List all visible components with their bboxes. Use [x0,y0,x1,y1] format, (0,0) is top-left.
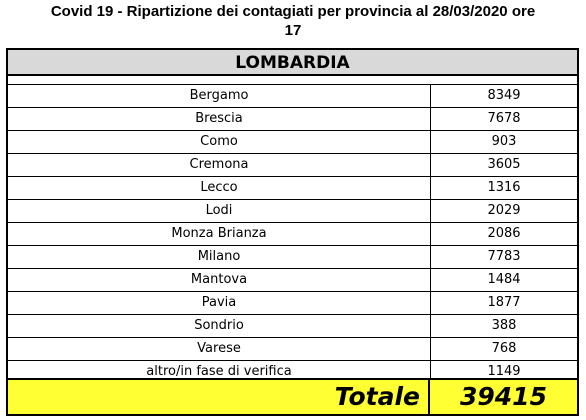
page-title: Covid 19 - Ripartizione dei contagiati p… [0,2,586,40]
table-row: Como 903 [8,130,577,154]
table-row: Varese 768 [8,337,577,361]
province-value: 3605 [430,153,577,177]
province-value: 388 [430,314,577,338]
region-header: LOMBARDIA [8,50,577,76]
province-value: 7678 [430,107,577,131]
province-name: Varese [8,337,431,361]
province-value: 1877 [430,291,577,315]
province-name: Mantova [8,268,431,292]
province-value: 8349 [430,85,577,108]
province-value: 2029 [430,199,577,223]
header-spacer [8,76,577,85]
title-line-1: Covid 19 - Ripartizione dei contagiati p… [50,3,536,20]
table-row: Pavia 1877 [8,291,577,315]
total-row: Totale 39415 [8,378,577,414]
table-row: Cremona 3605 [8,153,577,177]
table-row: Milano 7783 [8,245,577,269]
province-name: Como [8,130,431,154]
province-name: Milano [8,245,431,269]
total-label: Totale [8,380,430,414]
province-value: 903 [430,130,577,154]
table-row: Monza Brianza 2086 [8,222,577,246]
total-value: 39415 [460,382,547,411]
table-row: Sondrio 388 [8,314,577,338]
province-name: Pavia [8,291,431,315]
province-name: Bergamo [8,85,431,108]
province-value: 1484 [430,268,577,292]
province-name: Brescia [8,107,431,131]
province-value: 1316 [430,176,577,200]
table-row: Bergamo 8349 [8,85,577,108]
province-name: Lodi [8,199,431,223]
province-name: Monza Brianza [8,222,431,246]
table-row: Lodi 2029 [8,199,577,223]
province-value: 768 [430,337,577,361]
province-name: Cremona [8,153,431,177]
title-line-2: 17 [284,22,302,39]
province-name: Lecco [8,176,431,200]
table-row: Mantova 1484 [8,268,577,292]
province-rows: Bergamo 8349 Brescia 7678 Como 903 Cremo… [8,85,577,384]
province-name: Sondrio [8,314,431,338]
province-value: 7783 [430,245,577,269]
province-value: 2086 [430,222,577,246]
table-row: Brescia 7678 [8,107,577,131]
table-row: Lecco 1316 [8,176,577,200]
province-table: LOMBARDIA Bergamo 8349 Brescia 7678 Como… [6,48,579,416]
